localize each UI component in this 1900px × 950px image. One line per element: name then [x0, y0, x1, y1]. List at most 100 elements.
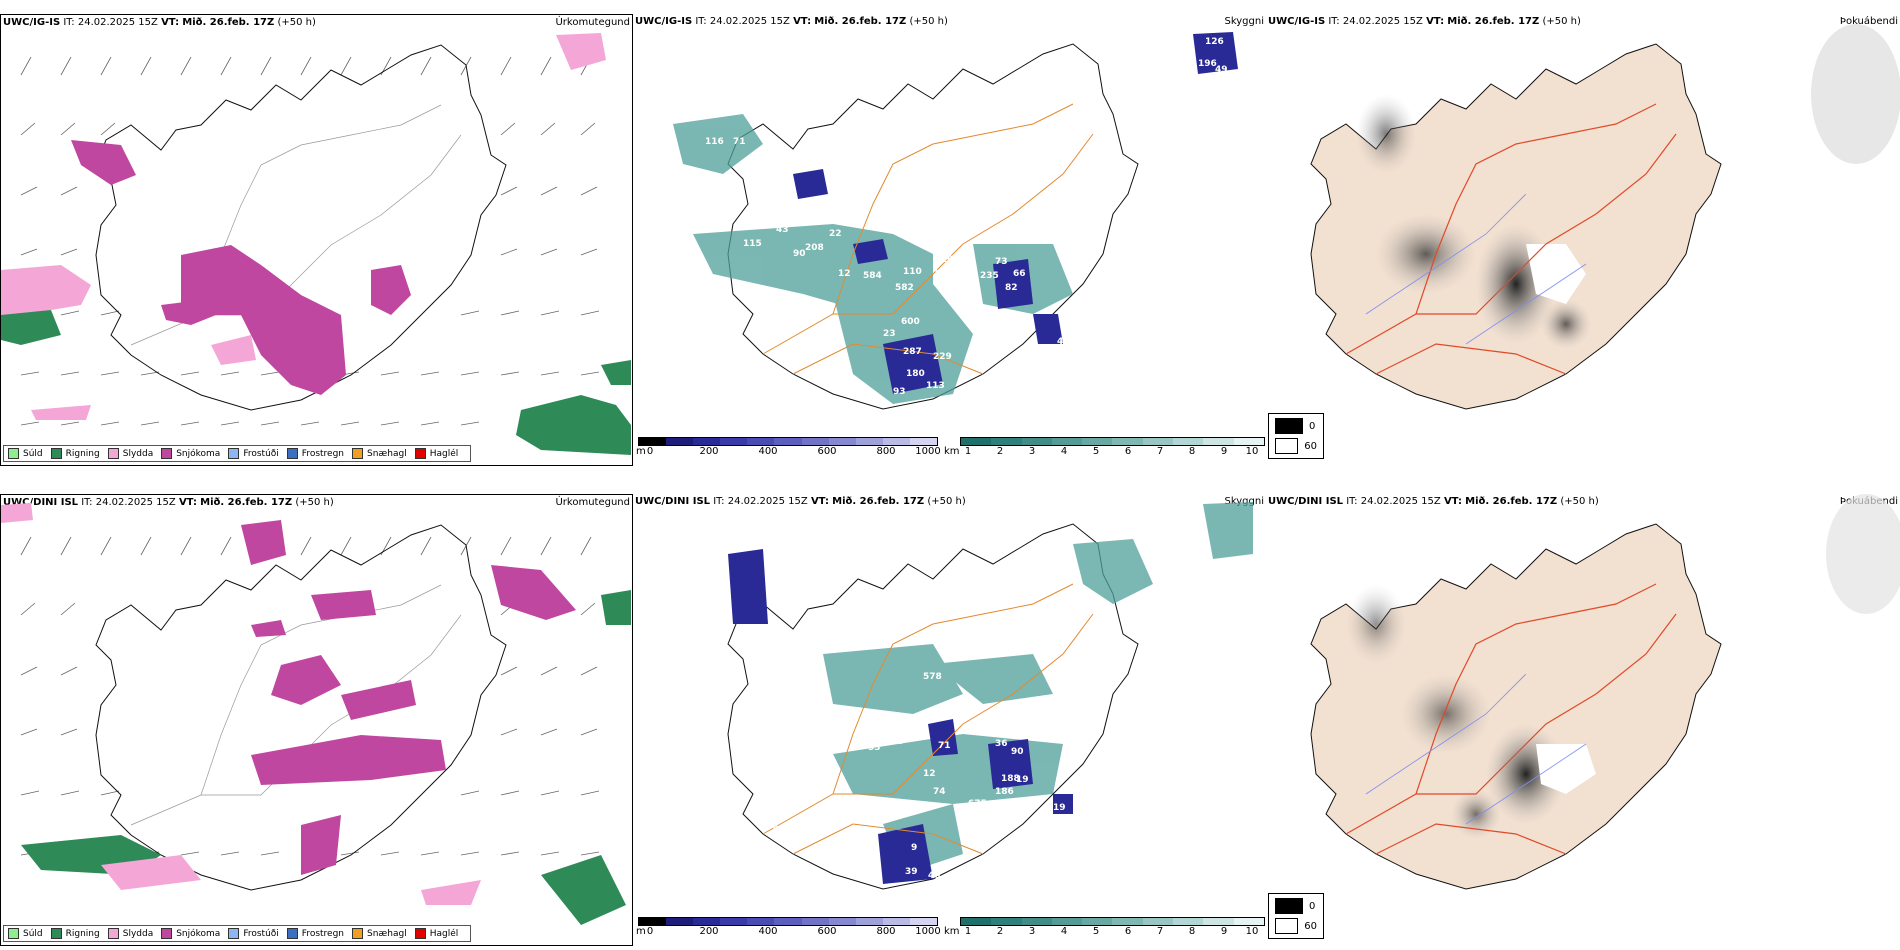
visibility-segment [1112, 438, 1143, 445]
ceiling-segment [720, 438, 748, 445]
snow-areas [71, 140, 411, 395]
ceiling-label: 582 [895, 283, 914, 293]
cloud-panel-bottom: UWC/DINI ISL IT: 24.02.2025 15Z VT: Mið.… [633, 494, 1266, 914]
swatch-snjokoma [161, 928, 173, 939]
ceiling-label: 235 [980, 271, 999, 281]
ceiling-segment [909, 438, 938, 445]
ceiling-label: 36 [995, 739, 1008, 749]
precip-map [1, 503, 631, 925]
visibility-colorbar-bottom: km 1 2 3 4 5 6 7 8 9 10 [944, 917, 1265, 938]
visibility-segment [1233, 918, 1264, 925]
iceland-outline [95, 44, 507, 411]
visibility-segment [1142, 918, 1174, 925]
precip-legend: Súld Rigning Slydda Snjókoma Frostúði Fr… [3, 445, 472, 462]
ceiling-label: 19 [1053, 803, 1066, 813]
visibility-colorbar-top: km 1 2 3 4 5 6 7 8 9 10 [944, 437, 1265, 458]
ceiling-label: 78 [891, 737, 904, 747]
legend-item: Rigning [50, 928, 100, 939]
ceiling-label: 110 [903, 267, 922, 277]
fog-map [1310, 24, 1900, 410]
legend-item: Snæhagl [352, 448, 407, 459]
visibility-segment [1021, 438, 1052, 445]
legend-item: Rigning [50, 448, 100, 459]
ceiling-label: 97 [803, 313, 816, 323]
legend-item: Haglél [414, 448, 458, 459]
ceiling-segment [774, 918, 802, 925]
ceiling-label: 155 [788, 297, 807, 307]
ceiling-ticks: 0 200 400 600 800 1000 [646, 926, 941, 937]
visibility-segment [1051, 438, 1083, 445]
ceiling-label: 90 [793, 249, 806, 259]
ceiling-segment [774, 438, 802, 445]
ceiling-label: 74 [933, 787, 946, 797]
ceiling-segment [909, 918, 938, 925]
fog-panel-top: UWC/IG-IS IT: 24.02.2025 15Z VT: Mið. 26… [1266, 14, 1900, 464]
fog-panel-bottom: UWC/DINI ISL IT: 24.02.2025 15Z VT: Mið.… [1266, 494, 1900, 944]
ceiling-segment [693, 438, 721, 445]
cloud-map: 126 196 49 112 116 71 27 108 115 90 43 2… [669, 32, 1238, 410]
visibility-segment [961, 438, 992, 445]
visibility-segment [1021, 918, 1052, 925]
ceiling-label: 14 [933, 269, 946, 279]
swatch-haglel [414, 448, 426, 459]
fog-swatch-60 [1275, 918, 1299, 934]
legend-item: Slydda [107, 448, 153, 459]
swatch-sudd [8, 448, 19, 459]
visibility-ticks: 1 2 3 4 5 6 7 8 9 10 [964, 926, 1259, 937]
cloud-panel-top: UWC/IG-IS IT: 24.02.2025 15Z VT: Mið. 26… [633, 14, 1266, 434]
swatch-slydda [107, 928, 119, 939]
ceiling-label: 71 [938, 741, 951, 751]
ceiling-label: 578 [923, 672, 942, 682]
swatch-snjokoma [161, 448, 173, 459]
ceiling-segment [666, 918, 694, 925]
fog-map [1310, 494, 1900, 890]
ceiling-label: 600 [901, 317, 920, 327]
visibility-segment [1203, 438, 1234, 445]
legend-item: Frostregn [286, 448, 344, 459]
ceiling-label: 180 [906, 369, 925, 379]
ceiling-bar [638, 437, 938, 446]
panel-title: UWC/IG-IS IT: 24.02.2025 15Z VT: Mið. 26… [1268, 16, 1581, 27]
ceiling-label: 411 [941, 627, 960, 637]
precip-label: Úrkomutegund [555, 497, 630, 508]
ceiling-label: 22 [829, 229, 842, 239]
ceiling-segment [828, 438, 856, 445]
ceiling-segment [720, 918, 748, 925]
ceiling-segment [801, 918, 829, 925]
swatch-haglel [414, 928, 426, 939]
fog-swatch-60 [1275, 438, 1299, 454]
ceiling-label: 69 [669, 277, 682, 287]
ceiling-label: 82 [1005, 283, 1018, 293]
ceiling-label: 48 [928, 871, 941, 881]
ceiling-label: 19 [1016, 775, 1029, 785]
ceiling-label: 675 [968, 799, 987, 809]
ceiling-label: 93 [893, 387, 906, 397]
panel-title: UWC/DINI ISL IT: 24.02.2025 15Z VT: Mið.… [635, 496, 966, 507]
legend-item: Snjókoma [161, 928, 220, 939]
visibility-segment [1173, 438, 1204, 445]
ceiling-segment [747, 438, 775, 445]
visibility-segment [991, 438, 1022, 445]
visibility-segment [1203, 918, 1234, 925]
ceiling-label: 409 [878, 717, 897, 727]
ceiling-segment [801, 438, 829, 445]
swatch-slydda [107, 448, 119, 459]
ceiling-labels: 126 196 49 112 116 71 27 108 115 90 43 2… [669, 37, 1228, 397]
ceiling-label: 108 [941, 255, 960, 265]
swatch-rigning [50, 448, 62, 459]
ceiling-label: 12 [923, 769, 936, 779]
ceiling-segment [666, 438, 694, 445]
ceiling-colorbar-bottom: m 0 200 400 600 800 1000 [636, 917, 941, 938]
legend-item: Frostregn [286, 928, 344, 939]
visibility-segment [1051, 918, 1083, 925]
precip-legend: Súld Rigning Slydda Snjókoma Frostúði Fr… [3, 925, 472, 942]
swatch-snaehagl [352, 928, 364, 939]
ceiling-label: 43 [1057, 337, 1070, 347]
visibility-ticks: 1 2 3 4 5 6 7 8 9 10 [964, 446, 1259, 457]
ceiling-segment [855, 918, 883, 925]
ceiling-segment [882, 918, 910, 925]
ceiling-label: 12 [948, 265, 961, 275]
fog-label: Þokuábendi [1839, 16, 1898, 27]
legend-item: Frostúði [228, 448, 279, 459]
legend-item: Haglél [414, 928, 458, 939]
